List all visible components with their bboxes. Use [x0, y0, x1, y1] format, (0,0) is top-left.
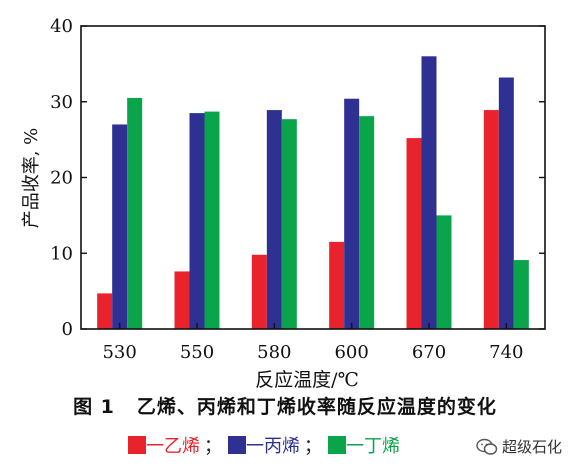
- x-tick-label: 740: [489, 342, 523, 363]
- y-tick-label: 0: [62, 319, 73, 340]
- bar-group: [97, 56, 529, 330]
- bar: [436, 215, 452, 330]
- bar: [204, 111, 220, 329]
- y-axis: 0 10 20 30 40: [50, 16, 545, 340]
- x-tick-label: 600: [334, 342, 368, 363]
- bar: [251, 254, 267, 329]
- bar: [406, 138, 422, 329]
- y-tick-label: 10: [50, 243, 73, 264]
- legend-item-propylene: 一丙烯: [228, 432, 300, 458]
- watermark: 超级石化: [476, 436, 562, 457]
- wechat-icon: [476, 438, 498, 455]
- x-tick-label: 580: [257, 342, 291, 363]
- x-axis-label: 反应温度/℃: [255, 369, 359, 391]
- bar: [127, 97, 143, 330]
- legend-swatch-ethylene: [128, 436, 146, 454]
- watermark-text: 超级石化: [501, 438, 562, 456]
- legend-label-butene: 一丁烯: [346, 436, 400, 457]
- bar: [189, 113, 205, 329]
- y-tick-label: 30: [50, 92, 73, 113]
- bar: [97, 293, 113, 329]
- bar: [498, 77, 514, 329]
- x-axis: 530 550 580 600 670 740: [102, 323, 524, 363]
- bar: [174, 271, 190, 329]
- y-axis-label: 产品收率, %: [21, 128, 42, 229]
- bar: [359, 116, 375, 329]
- bar: [281, 119, 297, 329]
- y-tick-label: 40: [50, 16, 73, 37]
- bar: [483, 110, 499, 329]
- figure-caption: 图 1 乙烯、丙烯和丁烯收率随反应温度的变化: [0, 392, 570, 419]
- bar: [513, 260, 529, 329]
- caption-number: 图 1: [73, 396, 115, 418]
- legend-item-butene: 一丁烯: [328, 432, 400, 458]
- legend: 一乙烯 ； 一丙烯 ； 一丁烯: [128, 432, 400, 458]
- bar-chart: 0 10 20 30 40 530 550 580 600 670 740 反应温度/℃ 产品收率…: [21, 16, 546, 391]
- legend-item-ethylene: 一乙烯: [128, 432, 200, 458]
- legend-label-ethylene: 一乙烯: [146, 436, 200, 457]
- x-tick-label: 670: [412, 342, 446, 363]
- bar: [329, 241, 345, 329]
- legend-label-propylene: 一丙烯: [246, 436, 300, 457]
- legend-separator: ；: [204, 436, 222, 457]
- x-tick-label: 530: [102, 342, 136, 363]
- y-tick-label: 20: [50, 168, 73, 189]
- bar: [112, 124, 128, 329]
- plot-frame: [80, 25, 546, 330]
- caption-text: 乙烯、丙烯和丁烯收率随反应温度的变化: [136, 396, 497, 418]
- legend-swatch-propylene: [228, 436, 246, 454]
- bar: [344, 98, 360, 329]
- legend-separator: ；: [304, 436, 322, 457]
- bar: [421, 56, 437, 330]
- bar: [266, 110, 282, 329]
- x-tick-label: 550: [180, 342, 214, 363]
- legend-swatch-butene: [328, 436, 346, 454]
